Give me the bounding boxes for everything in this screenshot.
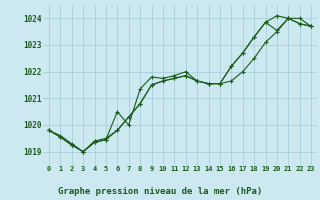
- Text: Graphe pression niveau de la mer (hPa): Graphe pression niveau de la mer (hPa): [58, 187, 262, 196]
